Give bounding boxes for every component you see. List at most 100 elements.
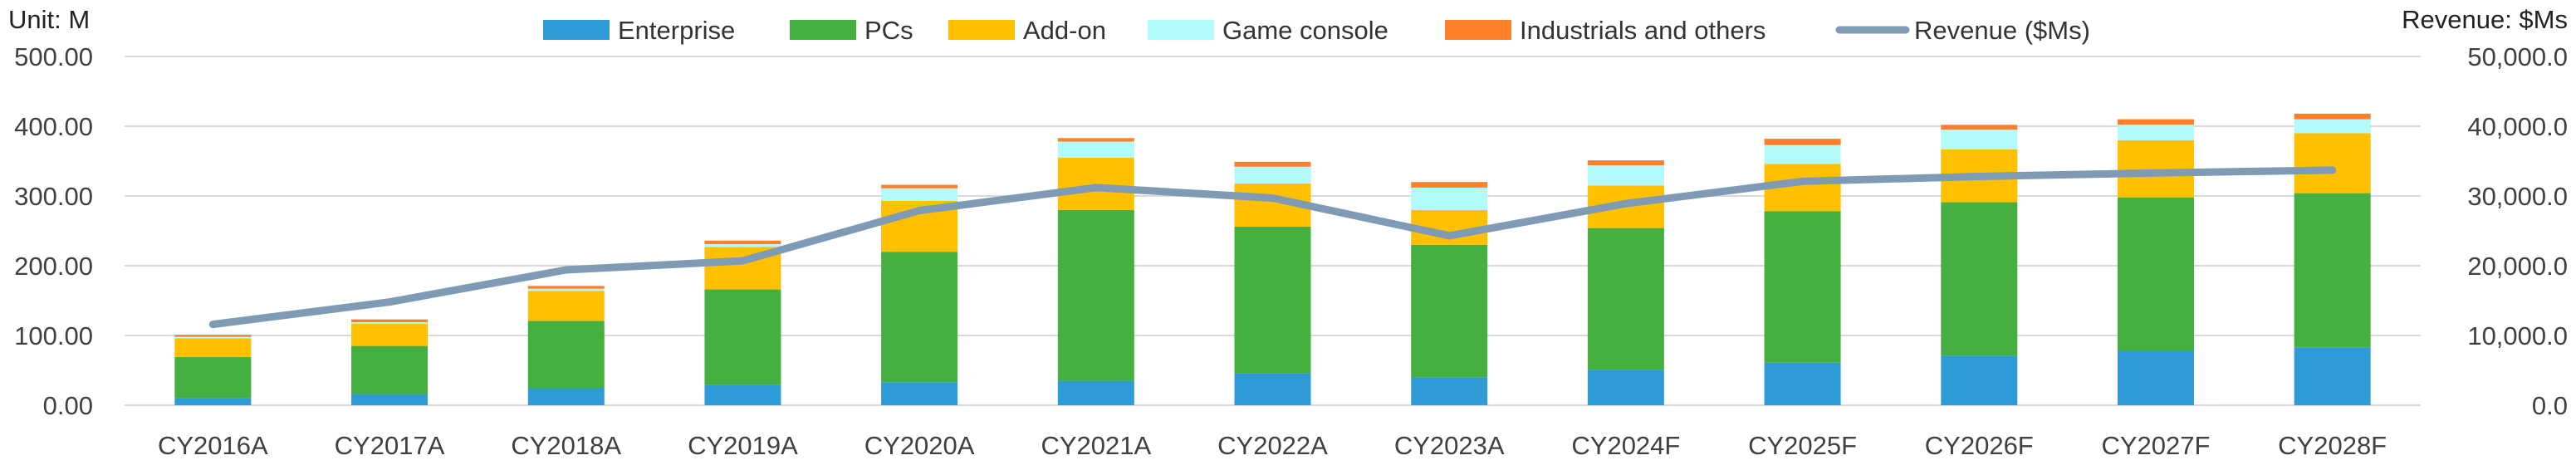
x-tick-label: CY2018A <box>511 431 621 460</box>
bar-pcs <box>351 345 429 394</box>
legend-swatch-game-console <box>1148 20 1214 40</box>
bar-game-console <box>1411 187 1488 210</box>
bar-enterprise <box>704 384 781 405</box>
left-tick-label: 300.00 <box>14 182 93 211</box>
x-tick-label: CY2017A <box>335 431 445 460</box>
bar-pcs <box>527 321 605 388</box>
bar-add-on <box>527 291 605 321</box>
bar-add-on <box>351 323 429 346</box>
bar-industrials-and-others <box>351 319 429 323</box>
bar-industrials-and-others <box>704 240 781 244</box>
bar-game-console <box>1764 144 1841 164</box>
right-tick-label: 10,000.0 <box>2467 321 2568 350</box>
left-tick-label: 0.00 <box>43 391 93 420</box>
revenue-line <box>208 166 2337 329</box>
right-unit-label: Revenue: $Ms <box>2402 5 2568 34</box>
bar-game-console <box>1234 166 1311 184</box>
bar-industrials-and-others <box>881 184 958 188</box>
legend-label-industrials-and-others: Industrials and others <box>1520 16 1765 45</box>
legend: Enterprise PCs Add-on Game console Industria… <box>543 16 2090 45</box>
right-axis-ticks: 0.0 10,000.0 20,000.0 30,000.0 40,000.0 50,00… <box>2467 42 2568 420</box>
bar-enterprise <box>2117 350 2194 405</box>
bar-industrials-and-others <box>1764 139 1841 145</box>
x-tick-label: CY2023A <box>1394 431 1505 460</box>
bar-enterprise <box>1411 377 1488 405</box>
left-unit-label: Unit: M <box>8 5 90 34</box>
bar-game-console <box>2294 119 2371 134</box>
bar-add-on <box>1057 157 1134 210</box>
x-tick-label: CY2028F <box>2278 431 2387 460</box>
bar-enterprise <box>1941 355 2018 405</box>
bar-enterprise <box>527 388 605 405</box>
bar-pcs <box>881 252 958 383</box>
legend-swatch-pcs <box>790 20 856 40</box>
x-tick-label: CY2019A <box>688 431 798 460</box>
x-axis-ticks: CY2016A CY2017A CY2018A CY2019A CY2020A CY202… <box>158 431 2387 460</box>
bar-industrials-and-others <box>2117 119 2194 125</box>
bar-enterprise <box>1057 380 1134 405</box>
right-tick-label: 0.0 <box>2532 391 2568 420</box>
x-tick-label: CY2016A <box>158 431 268 460</box>
legend-label-revenue-ms: Revenue ($Ms) <box>1914 16 2090 45</box>
bar-enterprise <box>1764 362 1841 405</box>
legend-label-pcs: PCs <box>864 16 913 45</box>
bar-pcs <box>2117 197 2194 351</box>
right-tick-label: 50,000.0 <box>2467 42 2568 71</box>
x-tick-label: CY2025F <box>1748 431 1857 460</box>
legend-label-enterprise: Enterprise <box>618 16 735 45</box>
bars <box>174 113 2371 405</box>
legend-swatch-add-on <box>948 20 1015 40</box>
bar-pcs <box>1941 202 2018 356</box>
legend-swatch-enterprise <box>543 20 610 40</box>
bar-pcs <box>1587 228 1664 370</box>
right-tick-label: 30,000.0 <box>2467 182 2568 211</box>
bar-enterprise <box>881 382 958 405</box>
left-tick-label: 400.00 <box>14 112 93 141</box>
bar-industrials-and-others <box>1234 161 1311 167</box>
bar-industrials-and-others <box>527 286 605 289</box>
bar-pcs <box>2294 193 2371 348</box>
left-tick-label: 100.00 <box>14 321 93 350</box>
bar-industrials-and-others <box>1411 182 1488 188</box>
bar-industrials-and-others <box>174 335 252 337</box>
bar-game-console <box>1587 165 1664 186</box>
bar-industrials-and-others <box>1941 125 2018 130</box>
bar-add-on <box>174 338 252 358</box>
bar-game-console <box>1057 141 1134 158</box>
bar-add-on <box>2294 133 2371 193</box>
x-tick-label: CY2026F <box>1925 431 2034 460</box>
bar-enterprise <box>1234 373 1311 405</box>
bar-enterprise <box>1587 370 1664 405</box>
x-tick-label: CY2021A <box>1041 431 1151 460</box>
legend-label-add-on: Add-on <box>1023 16 1106 45</box>
bar-industrials-and-others <box>2294 113 2371 120</box>
bar-pcs <box>1411 244 1488 378</box>
x-tick-label: CY2022A <box>1217 431 1328 460</box>
right-tick-label: 40,000.0 <box>2467 112 2568 141</box>
left-axis-ticks: 0.00 100.00 200.00 300.00 400.00 500.00 <box>14 42 93 420</box>
bar-pcs <box>1234 226 1311 374</box>
bar-enterprise <box>351 394 429 405</box>
legend-swatch-industrials-and-others <box>1445 20 1511 40</box>
bar-game-console <box>1941 130 2018 149</box>
bar-industrials-and-others <box>1587 160 1664 166</box>
x-tick-label: CY2020A <box>864 431 975 460</box>
bar-game-console <box>704 243 781 247</box>
bar-game-console <box>351 322 429 324</box>
bar-industrials-and-others <box>1057 138 1134 142</box>
bar-pcs <box>174 357 252 399</box>
bar-pcs <box>1057 209 1134 381</box>
bar-enterprise <box>2294 347 2371 405</box>
bar-game-console <box>174 336 252 339</box>
x-tick-label: CY2024F <box>1571 431 1680 460</box>
bar-game-console <box>2117 125 2194 140</box>
left-tick-label: 200.00 <box>14 252 93 281</box>
bar-pcs <box>704 289 781 385</box>
bar-pcs <box>1764 211 1841 363</box>
bar-enterprise <box>174 398 252 405</box>
right-tick-label: 20,000.0 <box>2467 252 2568 281</box>
x-tick-label: CY2027F <box>2101 431 2210 460</box>
bar-game-console <box>881 188 958 201</box>
bar-add-on <box>2117 140 2194 198</box>
